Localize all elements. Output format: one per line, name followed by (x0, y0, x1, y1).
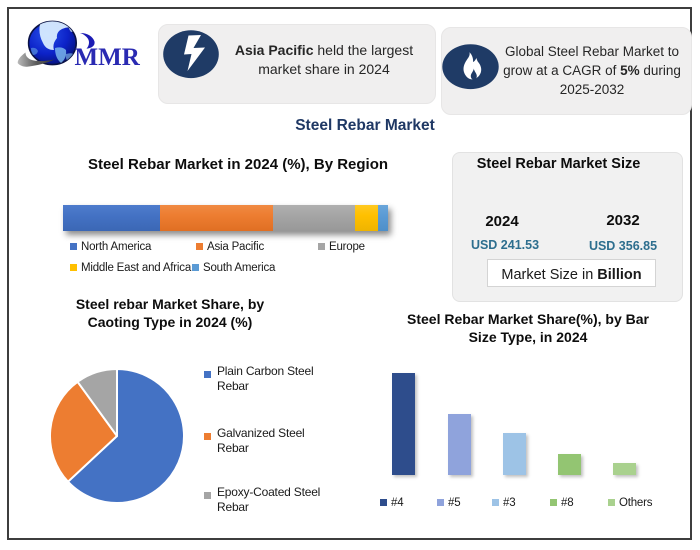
svg-text:MMR: MMR (75, 44, 141, 71)
